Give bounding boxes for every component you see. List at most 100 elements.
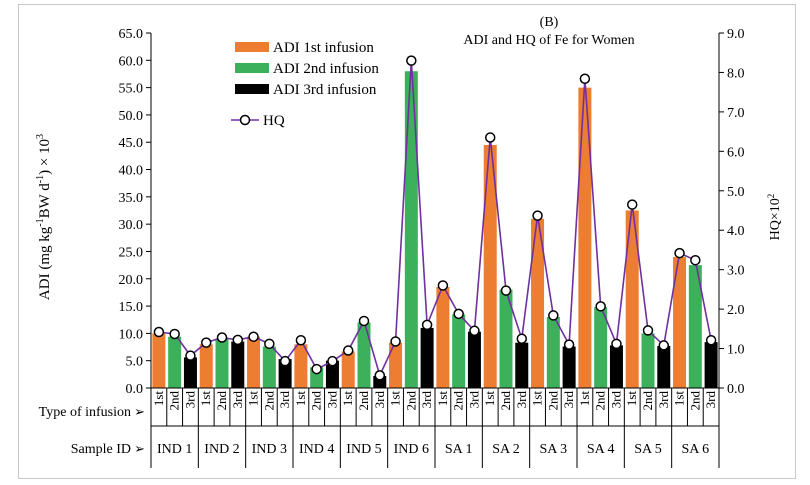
bar	[499, 289, 513, 388]
hq-marker	[185, 350, 196, 361]
hq-marker	[200, 337, 212, 348]
bar	[515, 342, 529, 388]
hq-marker	[358, 315, 370, 327]
y2-tick-label: 7.0	[727, 106, 745, 121]
bar	[546, 317, 560, 388]
sample-id-label: IND 3	[252, 442, 287, 457]
bar	[231, 341, 245, 388]
infusion-tick-label: 2nd	[309, 391, 324, 411]
bar	[688, 265, 702, 388]
sample-id-label: SA 1	[445, 442, 473, 457]
hq-marker	[658, 340, 670, 351]
y-tick-label: 65.0	[119, 27, 144, 42]
infusion-tick-label: 1st	[624, 391, 639, 407]
bar	[357, 322, 371, 388]
infusion-tick-label: 3rd	[419, 391, 434, 409]
legend-label: ADI 1st infusion	[273, 40, 374, 56]
legend-label: HQ	[263, 113, 285, 129]
hq-marker	[563, 339, 575, 350]
y-tick-label: 50.0	[119, 109, 144, 124]
chart-title: ADI and HQ of Fe for Women	[463, 33, 634, 48]
bar	[641, 333, 655, 388]
infusion-tick-label: 2nd	[687, 391, 702, 411]
bar	[436, 286, 450, 388]
y2-tick-label: 9.0	[727, 27, 745, 42]
infusion-tick-label: 1st	[340, 391, 355, 407]
sample-id-label: SA 3	[540, 442, 568, 457]
legend-hq-marker	[239, 114, 251, 126]
bar	[278, 359, 292, 388]
bar	[562, 346, 576, 388]
hq-marker	[626, 199, 638, 210]
bar	[594, 307, 608, 388]
infusion-tick-label: 1st	[672, 391, 687, 407]
infusion-tick-label: 2nd	[451, 391, 466, 411]
infusion-tick-label: 2nd	[167, 391, 182, 411]
y2-tick-label: 1.0	[727, 343, 745, 358]
infusion-tick-label: 3rd	[514, 391, 529, 409]
hq-marker	[421, 319, 433, 331]
infusion-tick-label: 3rd	[466, 391, 481, 409]
bar	[657, 345, 671, 388]
hq-marker	[674, 247, 685, 259]
arrow-icon: ➢	[134, 441, 145, 456]
bar	[452, 314, 466, 388]
bar	[183, 357, 197, 388]
bar-chart: (B) ADI and HQ of Fe for Women ADI (mg k…	[35, 15, 783, 468]
bar	[625, 210, 639, 388]
hq-marker	[516, 333, 528, 344]
hq-marker	[390, 336, 401, 347]
bar	[404, 71, 418, 388]
y2-tick-label: 3.0	[727, 264, 745, 279]
infusion-tick-label: 3rd	[703, 391, 718, 409]
infusion-tick-label: 2nd	[640, 391, 655, 411]
sample-id-label: IND 2	[204, 442, 239, 457]
infusion-tick-label: 1st	[530, 391, 545, 407]
y-tick-label: 0.0	[126, 382, 144, 397]
hq-marker	[469, 325, 480, 337]
sample-id-label: IND 4	[299, 442, 334, 457]
sample-id-label: SA 6	[682, 442, 710, 457]
infusion-tick-label: 2nd	[356, 391, 371, 411]
legend-swatch	[235, 42, 269, 52]
infusion-tick-label: 1st	[482, 391, 497, 407]
bar	[152, 333, 166, 388]
infusion-tick-label: 3rd	[230, 391, 245, 409]
hq-marker	[374, 370, 386, 381]
y-tick-label: 5.0	[126, 355, 144, 370]
bar	[294, 344, 308, 388]
hq-marker	[295, 335, 307, 346]
infusion-tick-label: 3rd	[372, 391, 387, 409]
hq-marker	[153, 326, 165, 338]
bar	[578, 87, 592, 388]
legend-label: ADI 2nd infusion	[273, 61, 379, 77]
bar	[262, 346, 276, 388]
infusion-tick-label: 3rd	[561, 391, 576, 409]
infusion-tick-label: 1st	[151, 391, 166, 407]
bar	[215, 338, 229, 388]
hq-marker	[437, 280, 449, 291]
hq-marker	[548, 310, 559, 321]
infusion-tick-label: 3rd	[608, 391, 623, 409]
sample-id-label: SA 4	[587, 442, 615, 457]
y2-axis-label: HQ×102	[766, 194, 783, 241]
chart-frame: (B) ADI and HQ of Fe for Women ADI (mg k…	[18, 4, 796, 479]
y2-tick-label: 0.0	[727, 382, 745, 397]
y-tick-label: 25.0	[119, 245, 144, 260]
bar	[531, 218, 545, 388]
hq-marker	[611, 338, 622, 350]
infusion-tick-label: 1st	[246, 391, 261, 407]
hq-marker	[642, 325, 654, 336]
hq-marker	[342, 345, 354, 356]
bar	[341, 351, 355, 388]
hq-marker	[327, 355, 338, 367]
sample-id-label: SA 2	[492, 442, 520, 457]
y2-tick-label: 5.0	[727, 185, 745, 200]
infusion-tick-label: 2nd	[593, 391, 608, 411]
bar	[609, 345, 623, 388]
sample-id-label: IND 5	[346, 442, 381, 457]
bar	[168, 336, 182, 388]
arrow-icon: ➢	[134, 404, 145, 419]
bar	[389, 342, 403, 388]
infusion-tick-label: 1st	[577, 391, 592, 407]
